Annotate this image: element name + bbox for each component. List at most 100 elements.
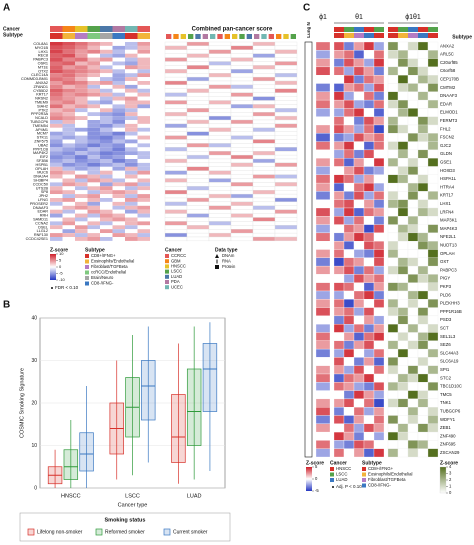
phitheta-cell [387,357,399,366]
pan-cell [230,154,254,160]
phitheta-cell [387,448,399,458]
legend-label: Protein [222,264,236,269]
phitheta-cell [407,50,419,59]
phitheta-cell [387,166,399,175]
gene-label: REC8 [38,54,48,58]
theta-cell [373,224,385,234]
pan-cell [252,100,276,105]
heat-cell [125,84,138,89]
gene-label: GJC2 [440,143,452,148]
heat-cell [75,127,88,132]
heat-cell [62,147,75,152]
theta-cell [333,83,345,92]
legend-label: UCEC [171,284,183,289]
heat-cell [87,229,100,234]
pan-cell [274,147,298,152]
phitheta-cell [427,348,439,358]
heat-cell [62,73,75,78]
heat-cell [75,237,88,241]
pan-cell [274,158,298,164]
legend-swatch [165,269,169,274]
heat-cell [100,201,113,206]
pan-cell [208,73,232,78]
heat-cell [100,42,113,46]
theta-cell [363,99,375,109]
phitheta-cell [407,307,419,317]
phitheta-cell [407,99,419,109]
heat-cell [137,81,150,85]
legend-swatch [85,254,89,258]
heat-cell [137,233,150,237]
heat-cell [100,96,113,101]
phitheta-cell [417,108,429,117]
legend-label: Fibroblast/TGFBeta [91,264,128,269]
heat-cell [100,217,113,222]
heat-cell [125,100,138,105]
phitheta-cell [427,340,439,350]
pan-cell [164,158,188,164]
legend-label: RNA [222,259,231,264]
phitheta-cell [417,357,429,366]
heat-cell [50,213,63,218]
phi-cell [315,290,331,300]
theta-cell [363,83,375,92]
pan-cell [274,80,298,86]
theta-cell [373,41,385,51]
heat-cell [62,201,75,206]
pan-cell [186,73,210,78]
phitheta-cell [387,158,399,167]
heat-cell [125,198,138,202]
pan-cell [274,65,298,70]
annotation-cell [137,33,150,39]
pan-cell [164,147,188,152]
theta-cell [363,58,375,68]
column-title: θ1 [355,14,363,21]
phitheta-cell [387,423,399,433]
box [63,449,79,480]
phitheta-cell [397,224,409,234]
phitheta-cell [397,158,409,167]
pan-cell [164,205,188,210]
heat-cell [112,108,125,113]
theta-cell [343,141,355,151]
heat-cell [75,120,88,124]
heat-cell [75,162,88,167]
pan-cell [274,151,298,156]
phitheta-cell [397,207,409,217]
phitheta-cell [417,290,429,300]
phi-cell [315,357,331,366]
theta-cell [373,124,385,134]
pan-cell [164,119,188,125]
heat-cell [75,205,88,210]
theta-cell [373,282,385,292]
phi-cell [315,365,331,375]
legend-swatch [165,274,169,279]
pan-cell [164,61,188,66]
pan-cell [252,190,276,195]
heat-cell [137,213,150,218]
pan-cell [164,104,188,109]
theta-cell [353,282,365,292]
phi-cell [315,149,331,159]
theta-cell [343,166,355,175]
phitheta-cell [387,182,399,192]
phitheta-cell [417,216,429,225]
legend-label: LUAD [171,274,182,279]
phitheta-cell [397,415,409,424]
pan-cell [164,201,188,206]
legend-swatch [165,254,169,258]
heat-cell [137,139,150,144]
phitheta-cell [407,91,419,101]
pan-cell [186,88,210,93]
phitheta-cell [407,299,419,308]
pan-cell [252,217,276,222]
phitheta-cell [417,166,429,175]
pan-cell [230,201,254,206]
pan-cell [230,232,254,238]
pan-cell [208,104,232,109]
theta-cell [353,207,365,217]
gene-label: DSEL [38,225,48,229]
theta-cell [353,158,365,167]
legend-swatch [362,472,366,477]
heat-cell [100,205,113,210]
